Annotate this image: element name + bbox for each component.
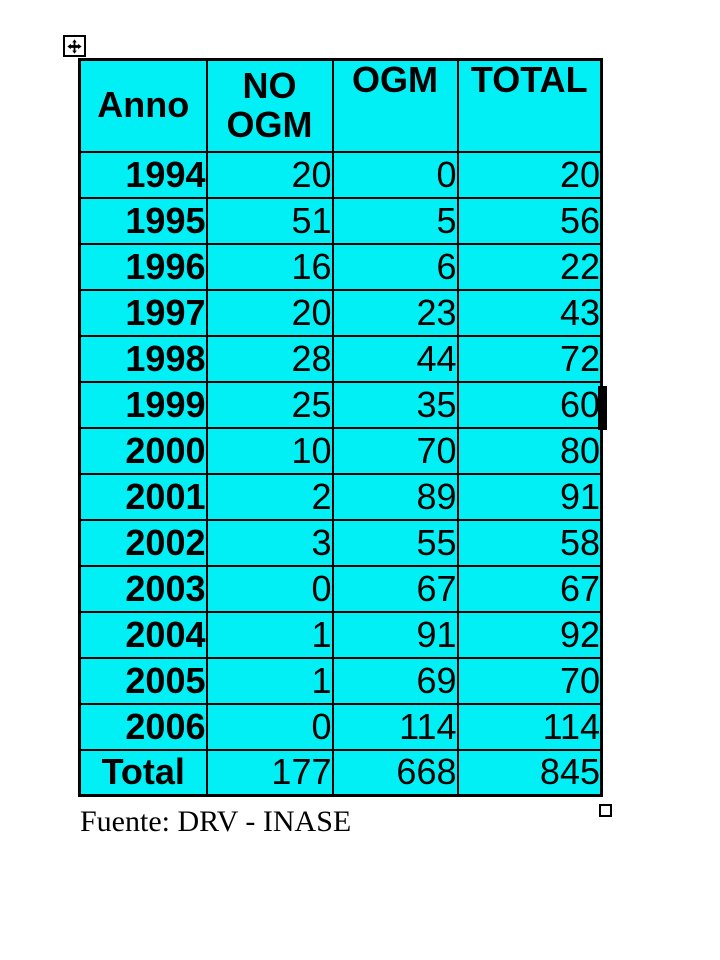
total-cell[interactable]: 60 xyxy=(456,380,603,429)
year-cell[interactable]: Total xyxy=(78,748,208,797)
table-row: 1997 20 23 43 xyxy=(78,288,603,337)
col-header-no-ogm[interactable]: NO OGM xyxy=(205,58,334,153)
ogm-cell[interactable]: 55 xyxy=(331,518,459,567)
col-header-ogm[interactable]: OGM xyxy=(331,58,459,153)
ogm-data-table: Anno NO OGM OGM TOTAL 1994 20 0 20 1995 … xyxy=(78,58,603,797)
year-cell[interactable]: 1998 xyxy=(78,334,208,383)
table-row: 1995 51 5 56 xyxy=(78,196,603,245)
no-ogm-cell[interactable]: 0 xyxy=(205,702,334,751)
year-cell[interactable]: 2004 xyxy=(78,610,208,659)
ogm-cell[interactable]: 114 xyxy=(331,702,459,751)
no-ogm-cell[interactable]: 2 xyxy=(205,472,334,521)
ogm-cell[interactable]: 70 xyxy=(331,426,459,475)
no-ogm-cell[interactable]: 20 xyxy=(205,150,334,199)
total-cell[interactable]: 67 xyxy=(456,564,603,613)
total-cell[interactable]: 114 xyxy=(456,702,603,751)
table-row: 2006 0 114 114 xyxy=(78,702,603,751)
total-cell[interactable]: 56 xyxy=(456,196,603,245)
table-row: 2001 2 89 91 xyxy=(78,472,603,521)
ogm-cell[interactable]: 67 xyxy=(331,564,459,613)
ogm-cell[interactable]: 668 xyxy=(331,748,459,797)
table-row: 2003 0 67 67 xyxy=(78,564,603,613)
table-row: 2005 1 69 70 xyxy=(78,656,603,705)
year-cell[interactable]: 2002 xyxy=(78,518,208,567)
total-cell[interactable]: 92 xyxy=(456,610,603,659)
table-row: 1996 16 6 22 xyxy=(78,242,603,291)
table-move-handle[interactable] xyxy=(63,35,86,57)
ogm-cell[interactable]: 23 xyxy=(331,288,459,337)
text-cursor-artifact xyxy=(598,386,607,430)
no-ogm-cell[interactable]: 16 xyxy=(205,242,334,291)
ogm-cell[interactable]: 69 xyxy=(331,656,459,705)
year-cell[interactable]: 2000 xyxy=(78,426,208,475)
no-ogm-cell[interactable]: 25 xyxy=(205,380,334,429)
year-cell[interactable]: 2003 xyxy=(78,564,208,613)
no-ogm-cell[interactable]: 20 xyxy=(205,288,334,337)
no-ogm-cell[interactable]: 0 xyxy=(205,564,334,613)
total-cell[interactable]: 70 xyxy=(456,656,603,705)
table-body: 1994 20 0 20 1995 51 5 56 1996 16 6 22 1… xyxy=(78,150,603,797)
total-cell[interactable]: 91 xyxy=(456,472,603,521)
total-cell[interactable]: 845 xyxy=(456,748,603,797)
col-header-anno[interactable]: Anno xyxy=(78,58,208,153)
no-ogm-cell[interactable]: 1 xyxy=(205,656,334,705)
no-ogm-cell[interactable]: 10 xyxy=(205,426,334,475)
ogm-cell[interactable]: 91 xyxy=(331,610,459,659)
total-cell[interactable]: 20 xyxy=(456,150,603,199)
header-row: Anno NO OGM OGM TOTAL xyxy=(78,58,603,153)
table-row: 2004 1 91 92 xyxy=(78,610,603,659)
move-arrows-icon xyxy=(67,38,82,54)
year-cell[interactable]: 1995 xyxy=(78,196,208,245)
year-cell[interactable]: 2005 xyxy=(78,656,208,705)
year-cell[interactable]: 2001 xyxy=(78,472,208,521)
year-cell[interactable]: 2006 xyxy=(78,702,208,751)
table-row: 2002 3 55 58 xyxy=(78,518,603,567)
year-cell[interactable]: 1999 xyxy=(78,380,208,429)
total-cell[interactable]: 72 xyxy=(456,334,603,383)
ogm-cell[interactable]: 6 xyxy=(331,242,459,291)
year-cell[interactable]: 1997 xyxy=(78,288,208,337)
total-cell[interactable]: 58 xyxy=(456,518,603,567)
no-ogm-cell[interactable]: 51 xyxy=(205,196,334,245)
ogm-cell[interactable]: 0 xyxy=(331,150,459,199)
table-row: 1999 25 35 60 xyxy=(78,380,603,429)
total-cell[interactable]: 80 xyxy=(456,426,603,475)
year-cell[interactable]: 1996 xyxy=(78,242,208,291)
no-ogm-cell[interactable]: 3 xyxy=(205,518,334,567)
col-header-total[interactable]: TOTAL xyxy=(456,58,603,153)
table-row: Total 177 668 845 xyxy=(78,748,603,797)
ogm-cell[interactable]: 44 xyxy=(331,334,459,383)
total-cell[interactable]: 22 xyxy=(456,242,603,291)
no-ogm-cell[interactable]: 1 xyxy=(205,610,334,659)
no-ogm-cell[interactable]: 177 xyxy=(205,748,334,797)
table-resize-handle[interactable] xyxy=(599,804,612,817)
no-ogm-cell[interactable]: 28 xyxy=(205,334,334,383)
ogm-cell[interactable]: 5 xyxy=(331,196,459,245)
year-cell[interactable]: 1994 xyxy=(78,150,208,199)
source-note[interactable]: Fuente: DRV - INASE xyxy=(80,805,352,838)
total-cell[interactable]: 43 xyxy=(456,288,603,337)
ogm-cell[interactable]: 89 xyxy=(331,472,459,521)
table-header: Anno NO OGM OGM TOTAL xyxy=(78,58,603,153)
table-row: 2000 10 70 80 xyxy=(78,426,603,475)
table-row: 1998 28 44 72 xyxy=(78,334,603,383)
table-row: 1994 20 0 20 xyxy=(78,150,603,199)
ogm-cell[interactable]: 35 xyxy=(331,380,459,429)
